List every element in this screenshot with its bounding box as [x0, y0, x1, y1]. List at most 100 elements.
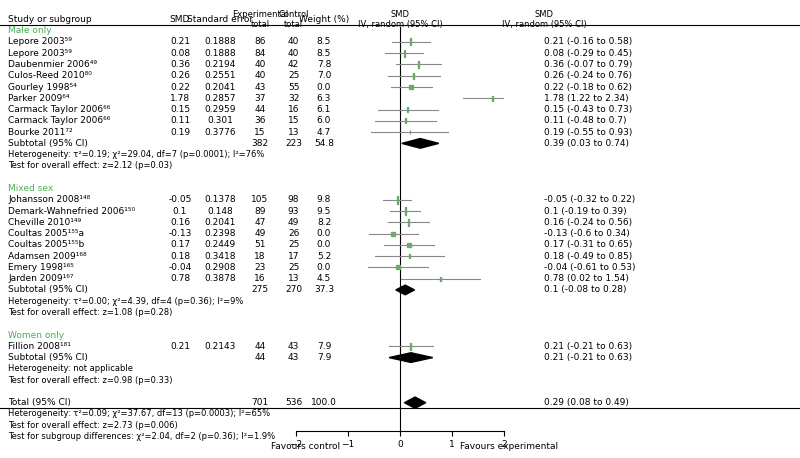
Text: Subtotal (95% CI): Subtotal (95% CI): [8, 139, 88, 148]
Text: Test for overall effect: z=1.08 (p=0.28): Test for overall effect: z=1.08 (p=0.28): [8, 308, 172, 317]
Text: 40: 40: [288, 38, 299, 46]
Bar: [408, 219, 409, 226]
Text: -0.05: -0.05: [168, 195, 192, 204]
Text: 0.26: 0.26: [170, 71, 190, 80]
Text: 0.39 (0.03 to 0.74): 0.39 (0.03 to 0.74): [544, 139, 629, 148]
Text: 275: 275: [251, 285, 269, 294]
Text: 0.3418: 0.3418: [204, 251, 236, 261]
Text: Adamsen 2009¹⁶⁸: Adamsen 2009¹⁶⁸: [8, 251, 86, 261]
Text: Standard error: Standard error: [187, 15, 253, 24]
Text: Subtotal (95% CI): Subtotal (95% CI): [8, 353, 88, 362]
Text: 51: 51: [254, 240, 266, 249]
Text: 49: 49: [288, 218, 299, 227]
Text: 23: 23: [254, 263, 266, 272]
Text: 0.16: 0.16: [170, 218, 190, 227]
Text: 4.5: 4.5: [317, 274, 331, 283]
Text: 0.11 (-0.48 to 0.7): 0.11 (-0.48 to 0.7): [544, 116, 626, 125]
Text: 37.3: 37.3: [314, 285, 334, 294]
Text: Cheville 2010¹⁴⁹: Cheville 2010¹⁴⁹: [8, 218, 81, 227]
Text: 36: 36: [254, 116, 266, 125]
Text: 100.0: 100.0: [311, 398, 337, 407]
Text: 0.36 (-0.07 to 0.79): 0.36 (-0.07 to 0.79): [544, 60, 632, 69]
Text: 0.11: 0.11: [170, 116, 190, 125]
Text: SMD: SMD: [170, 15, 190, 24]
Text: 0.21 (-0.16 to 0.58): 0.21 (-0.16 to 0.58): [544, 38, 632, 46]
Text: 0.1888: 0.1888: [204, 49, 236, 58]
Text: 0.21: 0.21: [170, 38, 190, 46]
Bar: [413, 73, 414, 79]
Text: SMD
IV, random (95% CI): SMD IV, random (95% CI): [358, 10, 442, 29]
Text: Lepore 2003⁵⁹: Lepore 2003⁵⁹: [8, 38, 72, 46]
Text: 32: 32: [288, 94, 299, 103]
Bar: [492, 96, 493, 101]
Text: 0.08 (-0.29 to 0.45): 0.08 (-0.29 to 0.45): [544, 49, 632, 58]
Text: 0.2143: 0.2143: [204, 342, 236, 351]
Text: 8.2: 8.2: [317, 218, 331, 227]
Text: Test for overall effect: z=0.98 (p=0.33): Test for overall effect: z=0.98 (p=0.33): [8, 376, 173, 385]
Text: 98: 98: [288, 195, 299, 204]
Text: 0.1378: 0.1378: [204, 195, 236, 204]
Bar: [405, 207, 406, 215]
Text: 0.17 (-0.31 to 0.65): 0.17 (-0.31 to 0.65): [544, 240, 632, 249]
Text: Test for overall effect: z=2.73 (p=0.006): Test for overall effect: z=2.73 (p=0.006…: [8, 421, 178, 430]
Text: 6.1: 6.1: [317, 105, 331, 114]
Text: 18: 18: [254, 251, 266, 261]
Text: -0.13 (-0.6 to 0.34): -0.13 (-0.6 to 0.34): [544, 229, 630, 238]
Text: Test for subgroup differences: χ²=2.04, df=2 (p=0.36); I²=1.9%: Test for subgroup differences: χ²=2.04, …: [8, 432, 275, 441]
Text: Lepore 2003⁵⁹: Lepore 2003⁵⁹: [8, 49, 72, 58]
Text: -0.04: -0.04: [168, 263, 192, 272]
Text: 0.21: 0.21: [170, 342, 190, 351]
Text: 44: 44: [254, 105, 266, 114]
Text: 0.22 (-0.18 to 0.62): 0.22 (-0.18 to 0.62): [544, 82, 632, 92]
Text: 93: 93: [288, 207, 299, 216]
Text: 0.78 (0.02 to 1.54): 0.78 (0.02 to 1.54): [544, 274, 629, 283]
Text: 0.0: 0.0: [317, 263, 331, 272]
Text: 0.1: 0.1: [173, 207, 187, 216]
Bar: [410, 343, 411, 349]
Text: 6.3: 6.3: [317, 94, 331, 103]
Text: Favours experimental: Favours experimental: [460, 442, 558, 451]
Polygon shape: [396, 285, 414, 295]
Text: 44: 44: [254, 342, 266, 351]
Bar: [397, 196, 398, 204]
Text: 0.21 (-0.21 to 0.63): 0.21 (-0.21 to 0.63): [544, 342, 632, 351]
Text: 0.36: 0.36: [170, 60, 190, 69]
Text: Total (95% CI): Total (95% CI): [8, 398, 71, 407]
Text: 0.1888: 0.1888: [204, 38, 236, 46]
Text: 25: 25: [288, 240, 299, 249]
Text: Bourke 2011⁷²: Bourke 2011⁷²: [8, 128, 73, 136]
Text: 40: 40: [254, 60, 266, 69]
Text: Heterogeneity: τ²=0.19; χ²=29.04, df=7 (p=0.0001); I²=76%: Heterogeneity: τ²=0.19; χ²=29.04, df=7 (…: [8, 150, 264, 159]
Bar: [403, 50, 405, 57]
Text: Test for overall effect: z=2.12 (p=0.03): Test for overall effect: z=2.12 (p=0.03): [8, 161, 172, 170]
Text: 89: 89: [254, 207, 266, 216]
Text: -0.04 (-0.61 to 0.53): -0.04 (-0.61 to 0.53): [544, 263, 635, 272]
Text: 0.2194: 0.2194: [204, 60, 236, 69]
Text: 42: 42: [288, 60, 299, 69]
Text: 0.15: 0.15: [170, 105, 190, 114]
Text: 7.9: 7.9: [317, 353, 331, 362]
Text: Culos-Reed 2010⁸⁰: Culos-Reed 2010⁸⁰: [8, 71, 92, 80]
Text: 17: 17: [288, 251, 299, 261]
Text: 701: 701: [251, 398, 269, 407]
Text: 16: 16: [288, 105, 299, 114]
Text: 8.5: 8.5: [317, 49, 331, 58]
Text: 4.7: 4.7: [317, 128, 331, 136]
Text: 1.78 (1.22 to 2.34): 1.78 (1.22 to 2.34): [544, 94, 629, 103]
Text: Heterogeneity: not applicable: Heterogeneity: not applicable: [8, 365, 133, 373]
Text: SMD
IV, random (95% CI): SMD IV, random (95% CI): [502, 10, 586, 29]
Text: Daubenmier 2006⁴⁹: Daubenmier 2006⁴⁹: [8, 60, 97, 69]
Bar: [407, 107, 408, 112]
Text: Emery 1998¹⁶⁵: Emery 1998¹⁶⁵: [8, 263, 74, 272]
Text: 0.2041: 0.2041: [204, 218, 236, 227]
Text: 43: 43: [254, 82, 266, 92]
Text: 25: 25: [288, 71, 299, 80]
Text: 0.1 (-0.08 to 0.28): 0.1 (-0.08 to 0.28): [544, 285, 626, 294]
Text: Weight (%): Weight (%): [299, 15, 349, 24]
Text: Heterogeneity: τ²=0.00; χ²=4.39, df=4 (p=0.36); I²=9%: Heterogeneity: τ²=0.00; χ²=4.39, df=4 (p…: [8, 297, 243, 306]
Text: Johansson 2008¹⁴⁸: Johansson 2008¹⁴⁸: [8, 195, 90, 204]
Text: 105: 105: [251, 195, 269, 204]
Text: 0.0: 0.0: [317, 82, 331, 92]
Text: 0.19: 0.19: [170, 128, 190, 136]
Text: 0.18 (-0.49 to 0.85): 0.18 (-0.49 to 0.85): [544, 251, 632, 261]
